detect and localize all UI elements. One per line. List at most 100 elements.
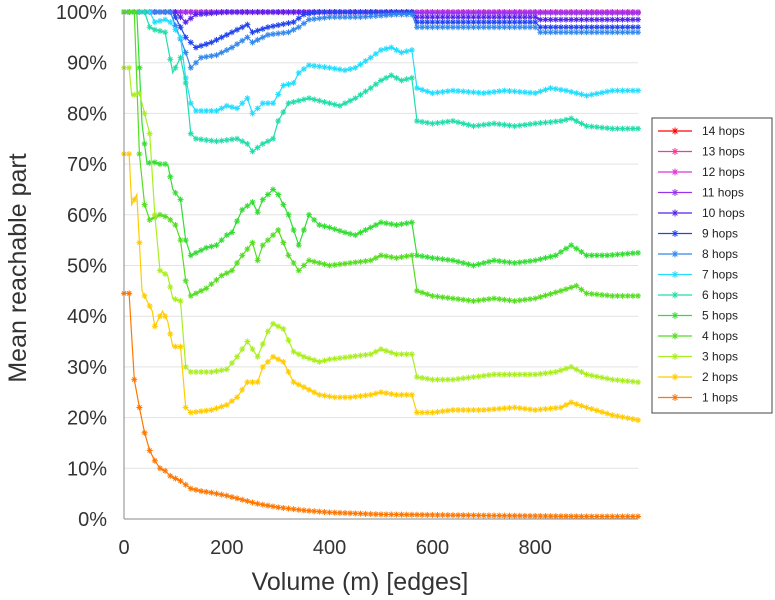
data-point <box>506 88 513 95</box>
data-point <box>635 249 641 256</box>
data-point <box>295 15 302 22</box>
data-point <box>460 14 467 21</box>
data-point <box>568 399 575 406</box>
legend-marker <box>671 148 679 155</box>
data-point <box>547 9 554 16</box>
data-point <box>280 325 287 332</box>
data-point <box>331 14 338 21</box>
data-point <box>321 9 328 15</box>
data-point <box>635 292 641 299</box>
data-point <box>347 97 354 104</box>
data-point <box>578 9 585 16</box>
data-point <box>347 510 354 517</box>
data-point <box>398 77 405 84</box>
data-point <box>434 89 441 96</box>
data-point <box>244 9 251 15</box>
data-point <box>198 54 205 61</box>
data-point <box>244 34 251 41</box>
y-axis-title: Mean reachable part <box>4 153 32 382</box>
data-point <box>429 511 436 518</box>
data-point <box>213 242 220 249</box>
y-tick-label: 20% <box>67 408 107 430</box>
data-point <box>316 259 323 266</box>
data-point <box>367 54 374 61</box>
data-point <box>352 353 359 360</box>
data-point <box>563 245 570 252</box>
data-point <box>311 389 318 396</box>
data-point <box>336 509 343 516</box>
data-point <box>290 227 297 234</box>
data-point <box>542 370 549 377</box>
data-point <box>485 296 492 303</box>
data-point <box>223 9 230 15</box>
data-point <box>172 475 179 482</box>
data-point <box>239 252 246 259</box>
data-point <box>311 15 318 22</box>
data-point <box>203 10 210 17</box>
legend-item: 3 hops <box>658 350 738 364</box>
data-point <box>506 297 513 304</box>
legend-item: 13 hops <box>658 145 745 159</box>
data-point <box>583 252 590 259</box>
data-point <box>434 255 441 262</box>
data-point <box>568 16 575 23</box>
legend-item: 1 hops <box>658 391 738 405</box>
data-point <box>449 14 456 21</box>
data-point <box>578 91 585 98</box>
data-point <box>573 29 580 36</box>
data-point <box>388 254 395 261</box>
data-point <box>619 292 626 299</box>
data-point <box>187 409 194 416</box>
data-point <box>583 513 590 520</box>
data-point <box>599 16 606 23</box>
data-point <box>434 376 441 383</box>
data-point <box>192 107 199 114</box>
data-point <box>182 74 189 81</box>
data-point <box>311 9 318 16</box>
data-point <box>234 105 241 112</box>
data-point <box>218 105 225 112</box>
data-point <box>131 9 138 15</box>
data-point <box>264 138 271 145</box>
data-point <box>439 24 446 31</box>
data-point <box>619 16 626 23</box>
data-point <box>146 24 153 31</box>
data-point <box>326 393 333 400</box>
data-point <box>352 95 359 102</box>
data-point <box>177 24 184 31</box>
y-tick-label: 50% <box>67 256 107 278</box>
data-point <box>460 120 467 127</box>
data-point <box>455 512 462 519</box>
data-point <box>347 394 354 401</box>
data-point <box>331 101 338 108</box>
data-point <box>588 372 595 379</box>
data-point <box>347 353 354 360</box>
data-point <box>198 42 205 49</box>
data-point <box>280 9 287 15</box>
data-point <box>439 119 446 126</box>
data-point <box>218 403 225 410</box>
data-point <box>542 16 549 23</box>
data-point <box>413 85 420 92</box>
data-point <box>321 357 328 364</box>
data-point <box>506 9 513 16</box>
data-point <box>588 29 595 36</box>
data-point <box>614 513 621 520</box>
data-point <box>532 406 539 413</box>
data-point <box>393 47 400 54</box>
data-point <box>182 404 189 411</box>
data-point <box>511 9 518 16</box>
data-point <box>331 509 338 516</box>
data-point <box>192 368 199 375</box>
data-point <box>609 412 616 419</box>
data-point <box>162 29 169 36</box>
data-point <box>362 227 369 234</box>
data-point <box>460 296 467 303</box>
data-point <box>388 349 395 356</box>
data-point <box>244 379 251 386</box>
data-point <box>198 107 205 114</box>
legend-marker <box>671 373 679 381</box>
data-point <box>352 510 359 517</box>
series-1-hops <box>121 290 641 520</box>
data-point <box>413 118 420 125</box>
